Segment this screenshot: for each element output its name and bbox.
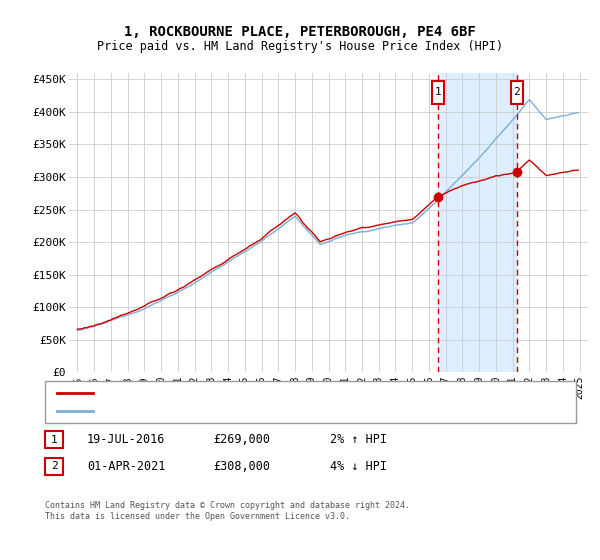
Text: 4% ↓ HPI: 4% ↓ HPI bbox=[330, 460, 387, 473]
Text: 1, ROCKBOURNE PLACE, PETERBOROUGH, PE4 6BF: 1, ROCKBOURNE PLACE, PETERBOROUGH, PE4 6… bbox=[124, 25, 476, 39]
Text: 1, ROCKBOURNE PLACE, PETERBOROUGH, PE4 6BF (detached house): 1, ROCKBOURNE PLACE, PETERBOROUGH, PE4 6… bbox=[102, 388, 449, 398]
Text: Contains HM Land Registry data © Crown copyright and database right 2024.
This d: Contains HM Land Registry data © Crown c… bbox=[45, 501, 410, 521]
Text: 1: 1 bbox=[434, 87, 442, 97]
Text: £308,000: £308,000 bbox=[213, 460, 270, 473]
Text: 1: 1 bbox=[50, 435, 58, 445]
Bar bbox=[438, 73, 517, 372]
Text: HPI: Average price, detached house, City of Peterborough: HPI: Average price, detached house, City… bbox=[102, 406, 431, 416]
Bar bbox=[432, 81, 444, 104]
Text: 19-JUL-2016: 19-JUL-2016 bbox=[87, 433, 166, 446]
Text: Price paid vs. HM Land Registry's House Price Index (HPI): Price paid vs. HM Land Registry's House … bbox=[97, 40, 503, 53]
Text: 2% ↑ HPI: 2% ↑ HPI bbox=[330, 433, 387, 446]
Text: 01-APR-2021: 01-APR-2021 bbox=[87, 460, 166, 473]
Text: 2: 2 bbox=[514, 87, 520, 97]
Text: £269,000: £269,000 bbox=[213, 433, 270, 446]
Bar bbox=[511, 81, 523, 104]
Text: 2: 2 bbox=[50, 461, 58, 472]
